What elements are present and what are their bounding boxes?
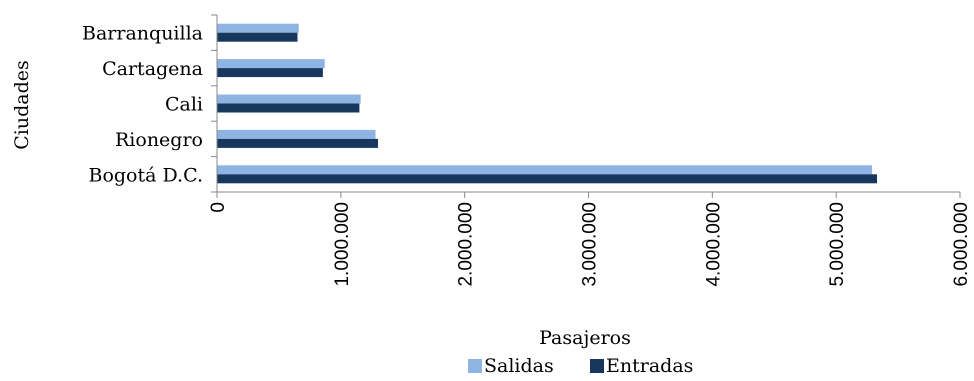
bar-salidas-0 — [217, 165, 873, 175]
x-tick-label: 0 — [208, 202, 229, 213]
category-label: Cali — [165, 94, 203, 116]
bar-salidas-3 — [217, 59, 325, 69]
x-axis-title: Pasajeros — [539, 327, 631, 349]
legend-label-salidas: Salidas — [484, 355, 554, 377]
x-tick-label: 6.000.000 — [951, 202, 972, 287]
bar-entradas-1 — [217, 138, 378, 148]
legend-swatch-salidas — [468, 359, 482, 373]
x-tick-label: 4.000.000 — [703, 202, 724, 287]
category-label: Bogotá D.C. — [88, 164, 203, 186]
legend-label-entradas: Entradas — [606, 355, 693, 377]
bar-salidas-4 — [217, 23, 299, 33]
category-label: Rionegro — [115, 129, 203, 151]
bar-entradas-4 — [217, 32, 298, 42]
bar-salidas-1 — [217, 129, 376, 139]
x-tick-label: 5.000.000 — [827, 202, 848, 287]
legend: Salidas Entradas — [468, 355, 693, 377]
category-label: Cartagena — [102, 58, 203, 80]
bar-entradas-0 — [217, 174, 878, 184]
x-tick-label: 3.000.000 — [580, 202, 601, 287]
x-tick-labels: 0 1.000.000 2.000.000 3.000.000 4.000.000 5.0… — [208, 202, 972, 287]
x-tick-label: 2.000.000 — [456, 202, 477, 287]
category-labels: Bogotá D.C. Rionegro Cali Cartagena Barranqu… — [82, 23, 203, 187]
ticks-group — [211, 14, 961, 198]
y-axis-title: Ciudades — [11, 60, 33, 150]
legend-swatch-entradas — [590, 359, 604, 373]
x-tick-label: 1.000.000 — [332, 202, 353, 287]
bar-entradas-3 — [217, 68, 323, 78]
category-label: Barranquilla — [82, 23, 203, 45]
bar-entradas-2 — [217, 103, 360, 113]
bars-group — [217, 23, 878, 184]
bar-salidas-2 — [217, 94, 361, 104]
